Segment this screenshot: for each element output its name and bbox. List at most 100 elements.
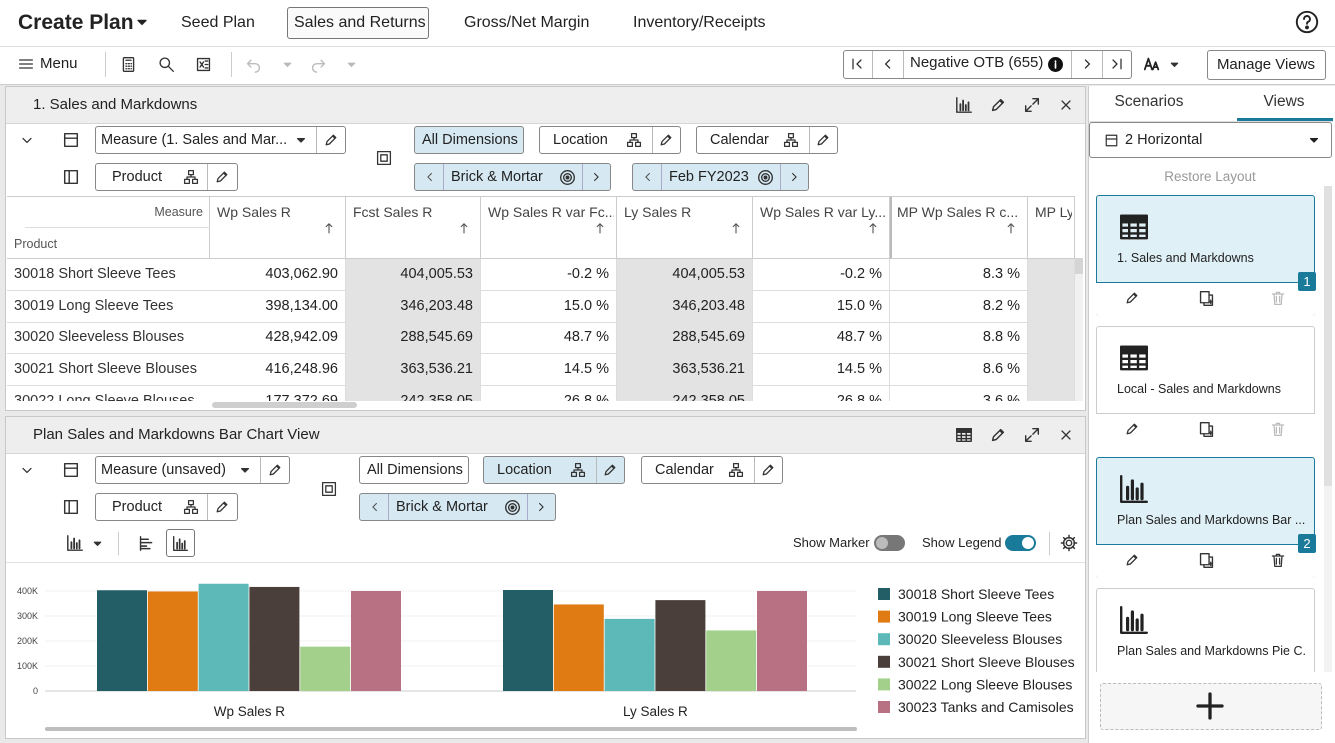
caret-icon[interactable]	[91, 537, 104, 550]
caret-icon[interactable]	[345, 58, 358, 71]
uparrow-icon[interactable]	[866, 221, 880, 235]
caret-icon[interactable]	[134, 14, 150, 30]
pencil-icon[interactable]	[658, 132, 674, 148]
trash-icon[interactable]	[1270, 290, 1286, 306]
chevright-icon[interactable]	[534, 500, 548, 514]
chevleft-icon[interactable]	[641, 170, 655, 184]
search-icon[interactable]	[158, 56, 175, 73]
sidebar-tab[interactable]: Views	[1263, 93, 1305, 110]
uparrow-icon[interactable]	[457, 221, 471, 235]
menu-button[interactable]: Menu	[40, 55, 78, 72]
sidebar-tab[interactable]: Scenarios	[1114, 93, 1184, 110]
pencil-icon[interactable]	[602, 462, 618, 478]
chevright-icon[interactable]	[1079, 56, 1095, 72]
caret-icon[interactable]	[238, 463, 252, 477]
target-icon[interactable]	[757, 169, 774, 186]
barchart-icon[interactable]	[1118, 604, 1150, 636]
caret-icon[interactable]	[1307, 133, 1321, 147]
barchart-icon[interactable]	[1118, 473, 1150, 505]
chevleft-icon[interactable]	[368, 500, 382, 514]
layout2-icon[interactable]	[321, 481, 337, 497]
last-icon[interactable]	[1109, 56, 1125, 72]
split-icon[interactable]	[1104, 133, 1119, 148]
dimension-button[interactable]	[696, 126, 838, 154]
calc-icon[interactable]	[120, 56, 137, 73]
nav-tab[interactable]: Gross/Net Margin	[464, 14, 590, 31]
tree-icon[interactable]	[783, 132, 799, 148]
split-icon[interactable]	[62, 461, 80, 479]
tree-icon[interactable]	[728, 462, 744, 478]
target-icon[interactable]	[504, 499, 521, 516]
column-header-label[interactable]: MP Wp Sales R c...	[897, 204, 1019, 220]
column-header-label[interactable]: Wp Sales R	[217, 204, 291, 220]
column-header-label[interactable]: MP Ly	[1035, 204, 1072, 220]
filter-navigator[interactable]	[359, 493, 556, 521]
tree-icon[interactable]	[570, 462, 586, 478]
table-icon[interactable]	[1118, 211, 1150, 243]
table-icon[interactable]	[1118, 342, 1150, 374]
barchart-icon[interactable]	[955, 96, 973, 114]
nav-tab[interactable]: Inventory/Receipts	[633, 14, 766, 31]
tree-icon[interactable]	[183, 169, 199, 185]
redo-icon[interactable]	[310, 56, 327, 73]
caret-icon[interactable]	[1168, 58, 1181, 71]
gear-icon[interactable]	[1060, 534, 1078, 552]
column-header-label[interactable]: Fcst Sales R	[353, 204, 433, 220]
caret-icon[interactable]	[294, 133, 308, 147]
pencil-icon[interactable]	[323, 132, 339, 148]
close-icon[interactable]	[1058, 427, 1074, 443]
tree-icon[interactable]	[626, 132, 642, 148]
pencil-icon[interactable]	[1124, 552, 1140, 568]
tree-icon[interactable]	[183, 499, 199, 515]
plus-icon[interactable]	[1195, 691, 1225, 721]
help-icon[interactable]	[1295, 10, 1319, 34]
manage-views-button[interactable]	[1207, 50, 1326, 80]
font-icon[interactable]	[1143, 55, 1161, 73]
barchart-icon[interactable]	[172, 535, 189, 552]
excel-icon[interactable]	[195, 56, 212, 73]
uparrow-icon[interactable]	[1004, 221, 1018, 235]
pencil-icon[interactable]	[989, 96, 1007, 114]
chevdown-icon[interactable]	[19, 132, 35, 148]
pencil-icon[interactable]	[989, 426, 1007, 444]
dimension-button[interactable]	[359, 456, 469, 484]
product-selector[interactable]	[95, 163, 238, 191]
app-title[interactable]: Create Plan	[18, 11, 134, 34]
expand-icon[interactable]	[1023, 96, 1041, 114]
menu-icon[interactable]	[18, 56, 34, 72]
measure-selector[interactable]	[95, 456, 290, 484]
layout2-icon[interactable]	[376, 150, 392, 166]
nav-tab[interactable]: Sales and Returns	[294, 14, 426, 31]
uparrow-icon[interactable]	[322, 221, 336, 235]
chevdown-icon[interactable]	[19, 462, 35, 478]
pencil-icon[interactable]	[1124, 421, 1140, 437]
expand-icon[interactable]	[1023, 426, 1041, 444]
restore-layout[interactable]: Restore Layout	[1164, 169, 1256, 184]
uparrow-icon[interactable]	[593, 221, 607, 235]
uparrow-icon[interactable]	[729, 221, 743, 235]
trash-icon[interactable]	[1270, 421, 1286, 437]
copy-icon[interactable]	[1198, 421, 1215, 438]
close-icon[interactable]	[1058, 97, 1074, 113]
table-icon[interactable]	[955, 426, 973, 444]
dimension-button[interactable]	[414, 126, 524, 154]
pencil-icon[interactable]	[1124, 290, 1140, 306]
first-icon[interactable]	[849, 56, 865, 72]
pencil-icon[interactable]	[267, 462, 283, 478]
column-header-label[interactable]: Wp Sales R var Fc...	[488, 204, 614, 220]
copy-icon[interactable]	[1198, 552, 1215, 569]
barchart-icon[interactable]	[66, 534, 84, 552]
layout-icon[interactable]	[62, 168, 80, 186]
layout-selector[interactable]	[1089, 122, 1332, 158]
filter-navigator[interactable]	[414, 163, 611, 191]
info-icon[interactable]	[1047, 56, 1064, 73]
caret-icon[interactable]	[281, 58, 294, 71]
pencil-icon[interactable]	[214, 499, 230, 515]
chevleft-icon[interactable]	[423, 170, 437, 184]
column-header-label[interactable]: Ly Sales R	[624, 204, 692, 220]
nav-tab[interactable]: Seed Plan	[181, 14, 255, 31]
product-selector[interactable]	[95, 493, 238, 521]
hbars-icon[interactable]	[138, 535, 155, 552]
pencil-icon[interactable]	[815, 132, 831, 148]
pencil-icon[interactable]	[214, 169, 230, 185]
